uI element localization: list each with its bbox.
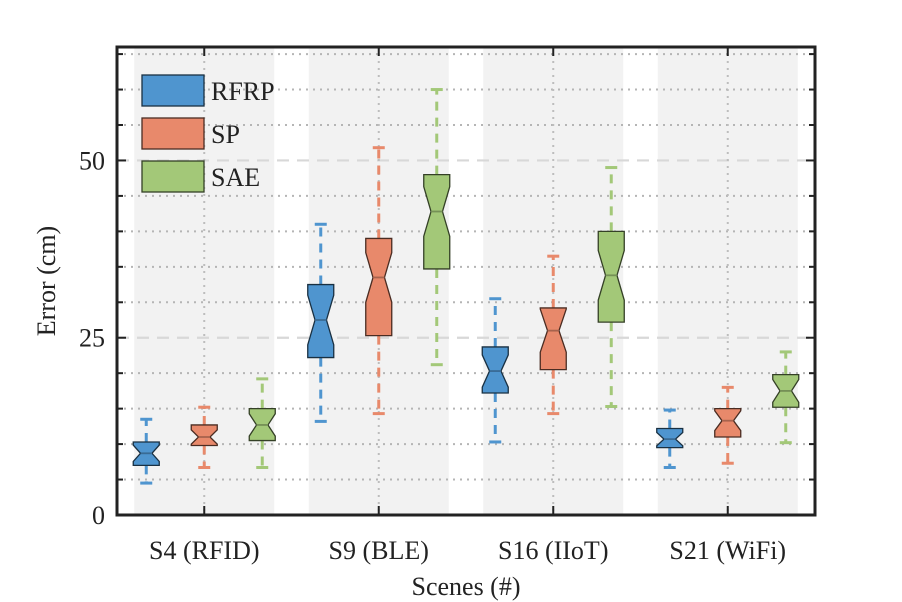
box-rfrp	[307, 222, 335, 423]
box-sae	[597, 166, 625, 409]
box-body	[656, 427, 684, 449]
y-axis-ticks: 0 25 50	[79, 53, 815, 530]
box-body	[423, 173, 451, 270]
y-tick-label: 25	[79, 324, 105, 353]
box-body	[190, 424, 218, 447]
y-axis-label: Error (cm)	[32, 226, 61, 336]
legend-label-sp: SP	[211, 120, 240, 149]
box-sae	[248, 377, 276, 469]
box-sp	[190, 405, 218, 469]
y-tick-label: 0	[92, 501, 105, 530]
box-rfrp	[656, 408, 684, 469]
box-body	[307, 283, 335, 359]
y-tick-label: 50	[79, 146, 105, 175]
box-body	[714, 407, 742, 438]
box-body	[481, 346, 509, 394]
legend-label-rfrp: RFRP	[211, 77, 275, 106]
plot-area-frame	[115, 45, 817, 517]
box-body	[365, 237, 393, 337]
legend-swatch-sae	[141, 160, 205, 193]
box-sp	[714, 385, 742, 465]
box-sae	[772, 350, 800, 445]
box-sp	[539, 254, 567, 416]
box-body	[597, 230, 625, 323]
x-tick-label: S4 (RFID)	[149, 536, 260, 565]
box-rfrp	[132, 417, 160, 485]
legend-label-sae: SAE	[211, 163, 260, 192]
x-axis-ticks: S4 (RFID) S9 (BLE) S16 (IIoT) S21 (WiFi)	[149, 47, 786, 565]
x-tick-label: S16 (IIoT)	[498, 536, 608, 565]
grid-lines	[117, 47, 815, 515]
box-sp	[365, 146, 393, 416]
box-series	[132, 88, 800, 485]
x-tick-label: S21 (WiFi)	[669, 536, 786, 565]
box-body	[539, 307, 567, 371]
legend: RFRP SP SAE	[141, 74, 275, 193]
box-rfrp	[481, 297, 509, 444]
x-axis-label: Scenes (#)	[411, 572, 520, 601]
x-tick-label: S9 (BLE)	[329, 536, 429, 565]
box-sae	[423, 88, 451, 367]
legend-swatch-rfrp	[141, 74, 205, 107]
legend-swatch-sp	[141, 117, 205, 150]
